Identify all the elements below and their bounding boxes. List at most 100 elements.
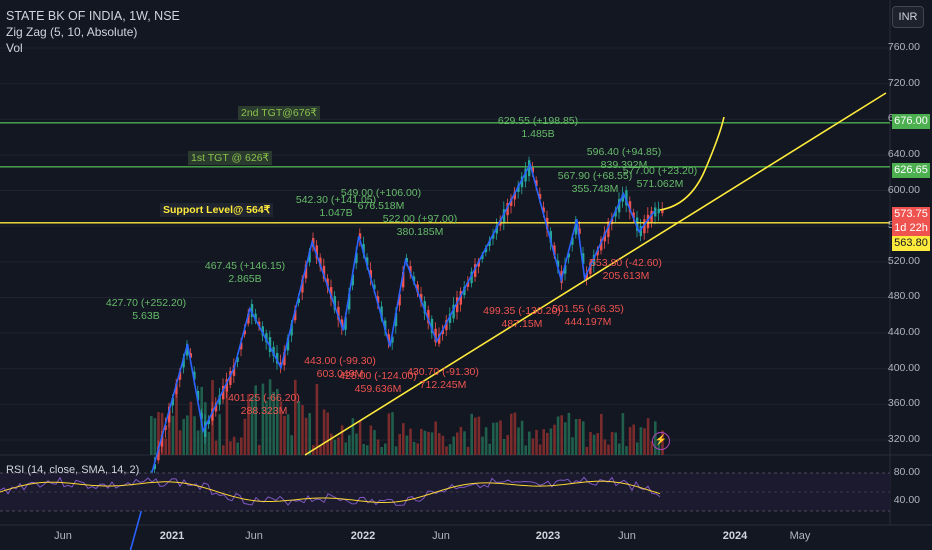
time-axis-tick: Jun — [245, 530, 263, 542]
candle-body — [517, 185, 520, 192]
candle-body — [261, 326, 264, 336]
candle-body — [222, 385, 225, 400]
volume-bar — [474, 417, 477, 455]
candle-body — [207, 419, 210, 425]
volume-bar — [229, 441, 232, 455]
volume-bar — [250, 396, 254, 455]
zigzag-label: 542.30 (+141.05) 1.047B — [295, 194, 377, 219]
candle-body — [276, 352, 279, 364]
volume-bar — [153, 418, 157, 455]
volume-bar — [607, 444, 610, 455]
price-axis-tick: 440.00 — [887, 326, 920, 339]
candle-body — [232, 365, 236, 376]
volume-indicator-label[interactable]: Vol — [6, 41, 23, 55]
volume-bar — [258, 444, 261, 455]
volume-bar — [434, 421, 437, 455]
candle-body — [330, 286, 333, 299]
candle-body — [654, 207, 657, 217]
volume-bar — [308, 413, 311, 455]
volume-bar — [553, 424, 556, 455]
candle-body — [510, 198, 513, 206]
volume-bar — [358, 420, 362, 455]
lightning-icon[interactable]: ⚡ — [652, 432, 670, 450]
time-axis-tick: 2023 — [535, 530, 561, 542]
volume-bar — [369, 425, 373, 455]
candle-body — [254, 313, 257, 321]
candle-body — [506, 203, 509, 216]
volume-bar — [333, 439, 337, 455]
zigzag-label: 577.00 (+23.20) 571.062M — [622, 165, 698, 190]
volume-bar — [337, 437, 340, 455]
candle-body — [153, 464, 156, 470]
candle-body — [549, 231, 552, 243]
candle-body — [571, 237, 574, 245]
volume-bar — [542, 429, 545, 455]
rsi-axis-tick: 40.00 — [893, 494, 920, 506]
volume-bar — [618, 443, 621, 455]
zigzag-indicator-label[interactable]: Zig Zag (5, 10, Absolute) — [6, 25, 138, 39]
candle-body — [452, 304, 455, 319]
volume-bar — [186, 415, 189, 455]
currency-button[interactable]: INR — [892, 6, 924, 28]
volume-bar — [247, 394, 250, 455]
volume-bar — [380, 446, 383, 455]
zigzag-path — [129, 162, 656, 550]
price-axis-tick: 480.00 — [887, 290, 920, 303]
horizontal-levels — [0, 122, 890, 224]
volume-bar — [416, 443, 419, 455]
volume-bar — [290, 435, 293, 455]
volume-bar — [376, 439, 380, 455]
volume-bar — [574, 419, 578, 455]
zigzag-label: 567.90 (+68.55) 355.748M — [557, 170, 633, 195]
volume-bar — [150, 415, 153, 455]
candle-body — [290, 323, 293, 336]
zigzag-label: 499.35 (-130.20) 487.15M — [483, 305, 561, 330]
volume-bar — [513, 412, 517, 455]
price-axis-tick: 640.00 — [887, 147, 920, 160]
volume-bar — [438, 433, 441, 455]
target-2-label: 2nd TGT@676₹ — [238, 106, 321, 120]
volume-bar — [398, 434, 401, 455]
volume-bar — [279, 401, 283, 455]
volume-bar — [603, 439, 607, 455]
candlesticks — [150, 156, 664, 490]
candle-body — [618, 199, 621, 213]
candle-body — [495, 225, 498, 234]
volume-bar — [628, 427, 632, 455]
candle-body — [236, 357, 239, 362]
volume-bar — [484, 427, 488, 455]
candle-body — [445, 320, 448, 331]
price-axis-tick: 760.00 — [887, 41, 920, 53]
candle-body — [398, 293, 401, 306]
volume-bar — [276, 388, 279, 455]
candle-body — [441, 330, 444, 335]
volume-bar — [499, 420, 502, 455]
candle-body — [492, 234, 495, 239]
volume-bar — [589, 431, 592, 455]
volume-bar — [492, 422, 495, 455]
volume-bar — [423, 430, 427, 455]
volume-bar — [567, 412, 571, 455]
candle-body — [531, 166, 534, 173]
volume-bar — [222, 445, 225, 455]
time-axis-tick: Jun — [432, 530, 450, 542]
candle-body — [470, 271, 473, 284]
candle-body — [459, 291, 462, 305]
volume-bar — [164, 438, 167, 455]
candle-body — [333, 296, 336, 310]
candle-body — [502, 209, 506, 223]
zigzag-label: 425.00 (-124.00) 459.636M — [339, 370, 417, 395]
rsi-indicator-label[interactable]: RSI (14, close, SMA, 14, 2) — [6, 464, 140, 476]
candle-body — [351, 274, 354, 286]
rsi-axis-tick: 80.00 — [893, 466, 920, 478]
candle-body — [528, 160, 531, 177]
volume-bar — [445, 446, 448, 455]
volume-bar — [157, 412, 160, 455]
zigzag-label: 467.45 (+146.15) 2.865B — [204, 260, 286, 285]
candle-body — [513, 191, 516, 200]
volume-bar — [517, 427, 520, 455]
volume-bar — [510, 413, 513, 455]
volume-bar — [261, 383, 265, 455]
candle-body — [319, 257, 322, 267]
